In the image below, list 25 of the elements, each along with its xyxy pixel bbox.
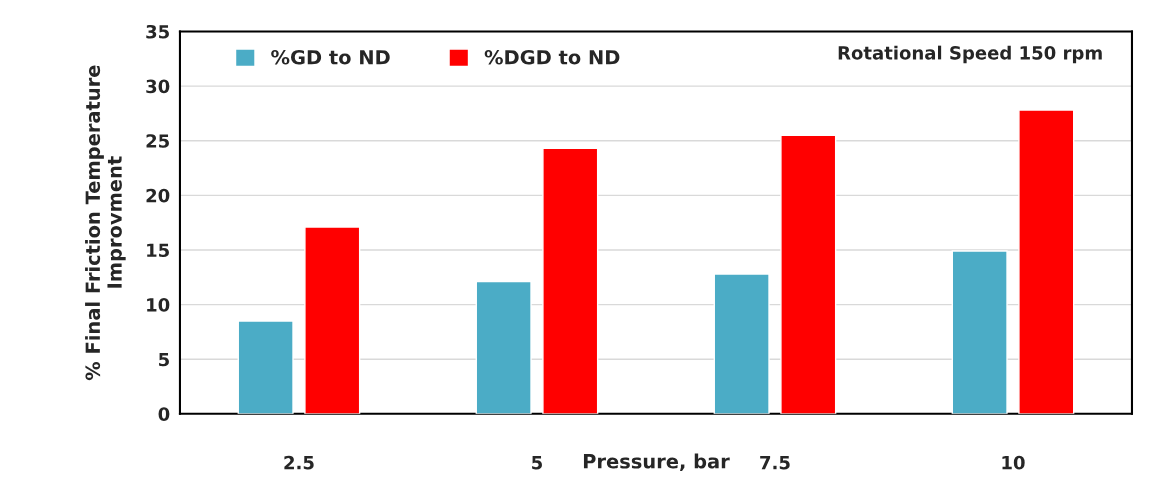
y-axis-title: % Final Friction Temperature Improvment [85,65,126,381]
y-tick-label: 25 [146,134,169,148]
y-tick-label: 35 [146,24,169,39]
x-tick-label: 5 [532,456,542,470]
x-tick-label: 2.5 [284,455,314,470]
bar [542,147,599,414]
bar [237,320,294,414]
bar [304,226,361,414]
legend-label: %DGD to ND [484,49,620,65]
y-tick-label: 5 [159,352,169,367]
bar [713,273,770,414]
x-axis-title: Pressure, bar [583,453,730,472]
y-tick-label: 10 [147,298,170,312]
y-tick-label: 20 [146,188,170,203]
bar [1018,109,1075,414]
bar [951,250,1008,414]
x-tick-label: 7.5 [760,456,790,470]
y-tick-label: 30 [146,79,170,94]
y-tick-label: 0 [158,407,170,421]
legend-label: %GD to ND [271,49,390,65]
annotation: Rotational Speed 150 rpm [838,45,1102,64]
bar [475,280,532,414]
x-tick-label: 10 [1002,455,1025,470]
bar [780,134,837,414]
y-tick-label: 15 [147,243,169,258]
